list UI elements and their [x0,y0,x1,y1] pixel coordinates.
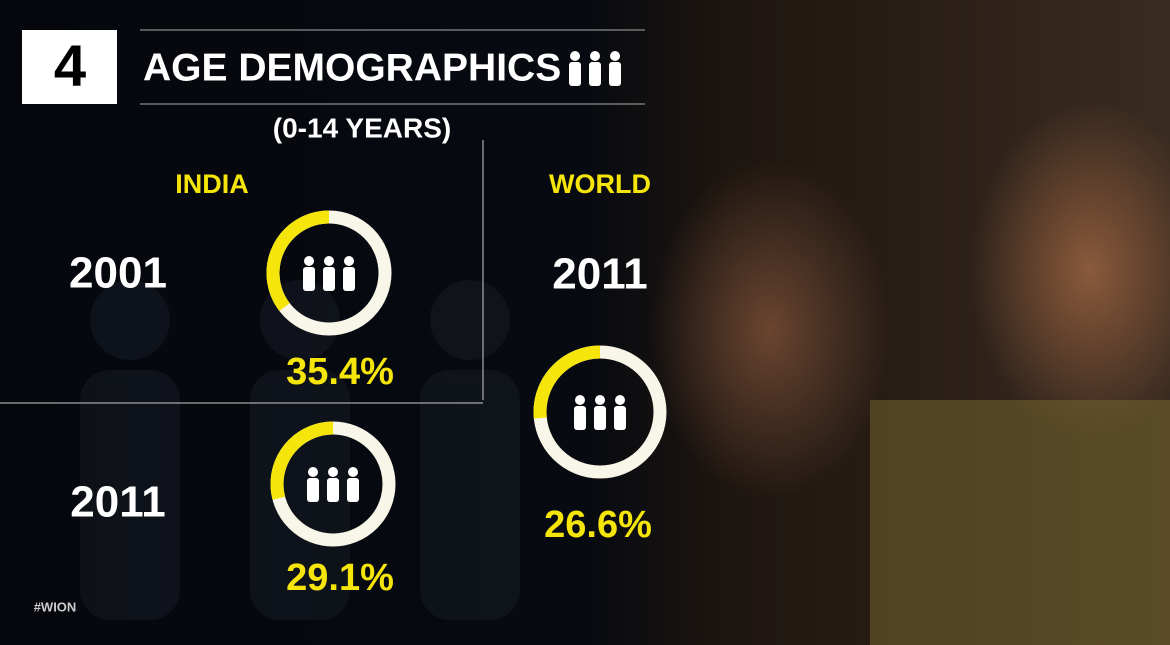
donut-arc [533,345,601,419]
panel-label: WORLD [549,169,651,199]
photo-shirt [870,400,1170,645]
photo-boy [970,100,1170,440]
year: 2001 [69,249,167,298]
tag: #WION [34,599,77,614]
value-label: 29.1% [286,557,394,599]
badge-number: 4 [54,33,86,98]
panel-label: INDIA [175,169,249,199]
subtitle: (0-14 YEARS) [273,112,451,143]
photo-girl [650,160,890,500]
donut-arc [270,421,334,500]
people-icon [303,256,355,291]
year: 2011 [552,250,647,299]
donut-arc [266,210,330,311]
people-icon [574,395,626,430]
people-icon [307,467,359,502]
title-icon [569,51,621,86]
title: AGE DEMOGRAPHICS [143,46,561,89]
value-label: 35.4% [286,351,394,393]
bg-people [80,280,520,620]
badge-box [22,30,117,104]
year: 2011 [70,478,165,527]
value-label: 26.6% [544,504,652,546]
